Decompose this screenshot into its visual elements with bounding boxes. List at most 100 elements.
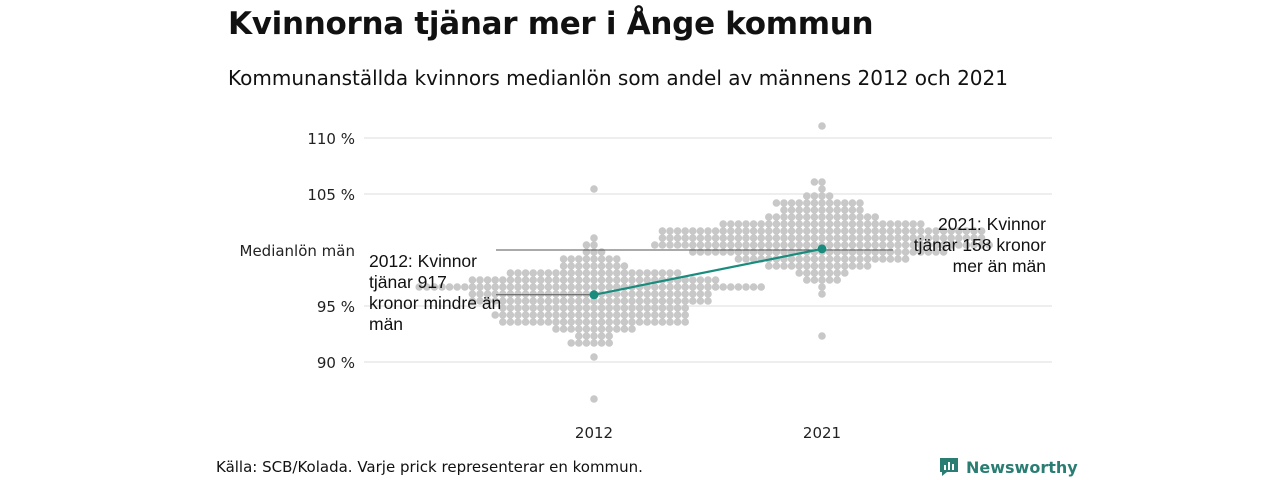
data-point — [582, 255, 591, 263]
data-point — [795, 199, 803, 207]
data-point — [901, 220, 910, 228]
y-tick-label: 105 % — [307, 186, 355, 204]
data-point — [939, 248, 948, 256]
data-point — [803, 262, 811, 270]
data-point — [841, 220, 849, 228]
data-point — [438, 283, 446, 291]
data-point — [757, 283, 765, 291]
data-point — [879, 241, 887, 249]
data-point — [856, 255, 864, 263]
data-point — [582, 318, 591, 326]
data-point — [552, 290, 560, 298]
data-point — [529, 290, 537, 298]
data-point — [658, 290, 667, 298]
data-point — [932, 227, 940, 235]
data-point — [879, 220, 887, 228]
y-tick-label: 110 % — [307, 130, 355, 148]
data-point — [947, 234, 955, 242]
data-point — [575, 255, 583, 263]
data-point — [803, 220, 811, 228]
data-point — [537, 297, 545, 305]
data-point — [841, 262, 849, 270]
data-point — [590, 269, 598, 277]
data-point — [597, 262, 606, 270]
data-point — [825, 276, 834, 284]
data-point — [445, 283, 454, 291]
data-point — [651, 304, 659, 312]
data-point — [696, 234, 705, 242]
data-point — [901, 255, 910, 263]
data-point — [559, 304, 568, 312]
data-point — [856, 234, 864, 242]
data-point — [567, 283, 575, 291]
data-point — [856, 262, 864, 270]
data-point — [666, 297, 674, 305]
data-point — [863, 213, 872, 221]
data-point — [575, 290, 583, 298]
data-point — [582, 325, 591, 333]
data-point — [795, 220, 803, 228]
data-point — [635, 304, 644, 312]
data-point — [651, 290, 659, 298]
data-point — [559, 297, 568, 305]
data-point — [901, 241, 910, 249]
x-tick-label: 2021 — [803, 424, 841, 442]
data-point — [575, 269, 583, 277]
data-point — [818, 185, 826, 193]
data-point — [597, 311, 606, 319]
data-point — [704, 234, 712, 242]
data-point — [559, 290, 568, 298]
data-point — [544, 311, 553, 319]
data-point — [575, 325, 583, 333]
data-point — [559, 325, 568, 333]
x-tick-label: 2012 — [575, 424, 613, 442]
data-point — [575, 276, 583, 284]
data-point — [673, 318, 682, 326]
data-point — [780, 227, 788, 235]
data-point — [567, 339, 575, 347]
data-point — [590, 185, 598, 193]
data-point — [514, 297, 522, 305]
data-point — [666, 269, 674, 277]
data-point — [605, 311, 613, 319]
data-point — [651, 241, 659, 249]
data-point — [605, 262, 613, 270]
data-point — [567, 276, 575, 284]
data-point — [559, 255, 568, 263]
data-point — [567, 311, 575, 319]
data-point — [673, 269, 682, 277]
data-point — [727, 283, 735, 291]
data-point — [506, 283, 515, 291]
data-point — [795, 213, 803, 221]
data-point — [795, 227, 803, 235]
data-point — [787, 234, 796, 242]
data-point — [848, 262, 857, 270]
brand-name: Newsworthy — [966, 457, 1078, 477]
data-point — [765, 213, 773, 221]
data-point — [765, 227, 773, 235]
data-point — [658, 318, 667, 326]
data-point — [704, 290, 712, 298]
data-point — [514, 283, 522, 291]
data-point — [582, 283, 591, 291]
data-point — [901, 248, 910, 256]
data-point — [628, 297, 636, 305]
data-point — [529, 297, 537, 305]
data-point — [552, 269, 560, 277]
data-point — [651, 318, 659, 326]
data-point — [772, 241, 781, 249]
data-point — [590, 248, 598, 256]
data-point — [749, 234, 758, 242]
data-point — [818, 283, 826, 291]
data-point — [879, 248, 887, 256]
data-point — [947, 227, 955, 235]
data-point — [514, 311, 522, 319]
data-point — [939, 241, 948, 249]
data-point — [848, 220, 857, 228]
data-point — [787, 220, 796, 228]
data-point — [742, 227, 750, 235]
data-point — [977, 234, 986, 242]
data-point — [955, 227, 963, 235]
data-point — [833, 213, 841, 221]
data-point — [901, 227, 910, 235]
